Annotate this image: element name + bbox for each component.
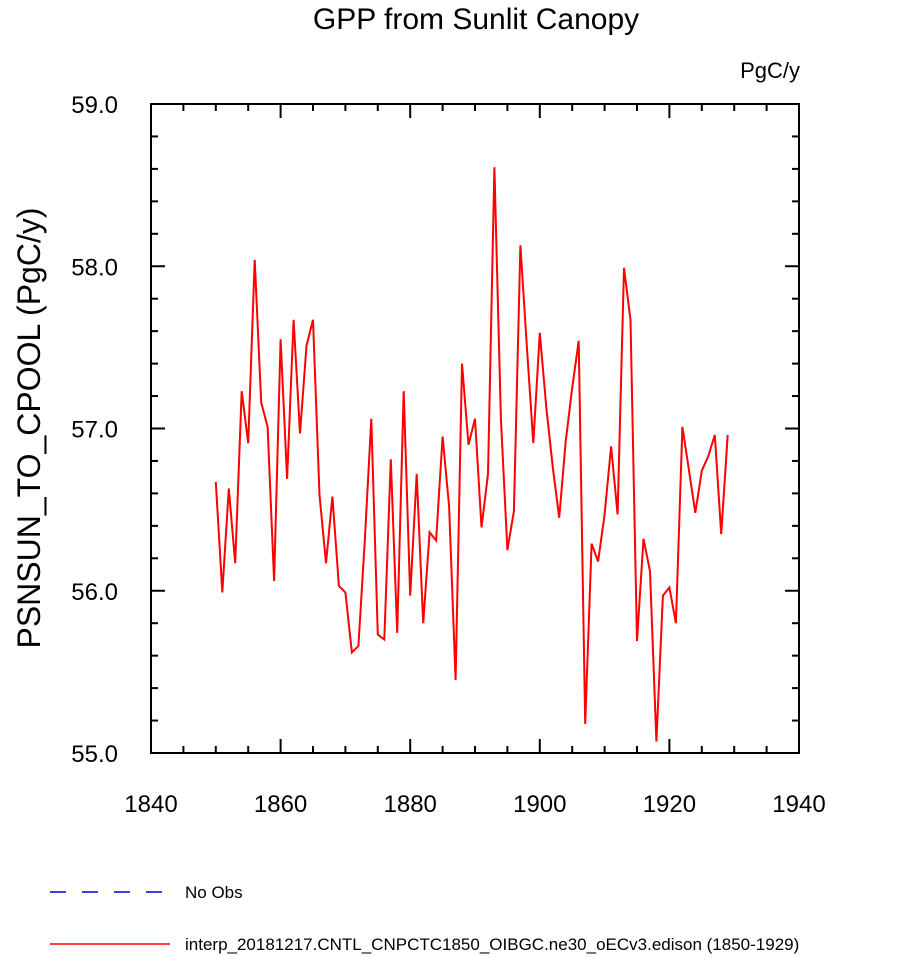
series-line-1 [214,167,729,742]
y-tick-label: 56.0 [71,579,118,606]
legend-label-0: No Obs [185,883,243,902]
y-axis: 55.0 56.0 57.0 58.0 59.0 [71,92,799,768]
y-tick-label: 55.0 [71,741,118,768]
x-tick-label: 1900 [513,791,566,818]
y-axis-label: PSNSUN_TO_CPOOL (PgC/y) [11,208,47,649]
y-tick-label: 57.0 [71,417,118,444]
units-label: PgC/y [740,58,800,83]
legend-label-1: interp_20181217.CNTL_CNPCTC1850_OIBGC.ne… [185,935,799,954]
x-tick-label: 1920 [643,791,696,818]
x-tick-label: 1840 [124,791,177,818]
x-tick-label: 1860 [254,791,307,818]
y-tick-label: 58.0 [71,254,118,281]
x-axis: 1840 1860 1880 1900 1920 1940 [124,104,826,818]
plot-series [214,167,729,742]
legend: No Obs interp_20181217.CNTL_CNPCTC1850_OI… [50,883,799,954]
plot-frame [150,103,800,754]
x-tick-label: 1940 [772,791,825,818]
y-tick-label: 59.0 [71,92,118,119]
chart-title: GPP from Sunlit Canopy [313,3,639,36]
x-tick-label: 1880 [384,791,437,818]
